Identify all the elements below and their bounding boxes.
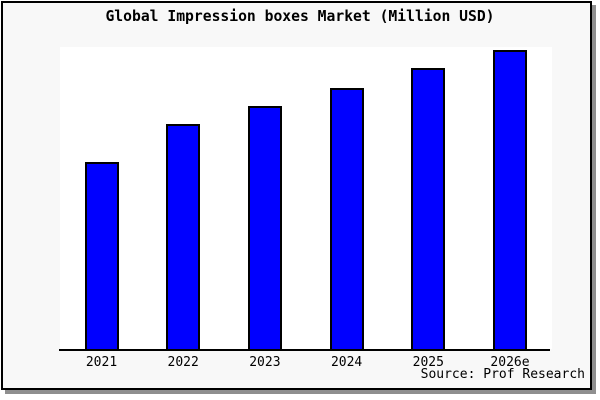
x-tick-label-2023: 2023 — [249, 355, 281, 370]
bar-2025 — [411, 68, 446, 349]
bar-2026e — [493, 50, 527, 349]
source-credit: Source: Prof Research — [420, 367, 585, 382]
x-tick-label-2025: 2025 — [412, 355, 444, 370]
chart-title: Global Impression boxes Market (Million … — [105, 8, 495, 25]
x-tick-label-2024: 2024 — [330, 355, 363, 370]
x-tick-label-2026e: 2026e — [490, 355, 530, 370]
x-axis-line — [59, 349, 550, 351]
bar-2023 — [247, 106, 282, 349]
bar-2024 — [329, 88, 364, 349]
x-tick-label-2021: 2021 — [85, 355, 118, 370]
x-axis-labels: 2021 2022 2023 2024 2025 2026e — [0, 355, 600, 370]
bar-2022 — [166, 124, 201, 349]
x-tick-label-2022: 2022 — [167, 355, 199, 370]
plot-area — [60, 47, 552, 349]
bar-2021 — [84, 162, 119, 349]
